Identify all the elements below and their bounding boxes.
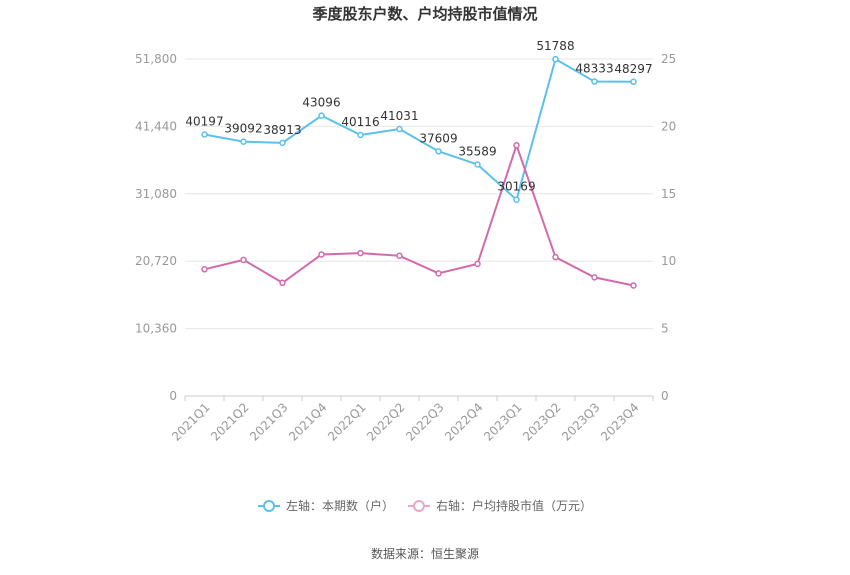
x-tick-label: 2022Q2 bbox=[364, 400, 408, 444]
data-point[interactable] bbox=[240, 256, 247, 264]
data-point[interactable] bbox=[201, 131, 208, 138]
x-tick-label: 2022Q3 bbox=[403, 400, 447, 444]
data-point[interactable] bbox=[552, 253, 559, 261]
chart-title: 季度股东户数、户均持股市值情况 bbox=[312, 5, 537, 23]
data-point[interactable] bbox=[318, 251, 325, 258]
x-tick-label: 2023Q4 bbox=[598, 400, 642, 444]
data-label: 39092 bbox=[224, 122, 262, 136]
series-line-1 bbox=[204, 142, 634, 287]
series-line-0 bbox=[204, 57, 634, 202]
right-tick-label: 10 bbox=[661, 254, 676, 268]
data-point[interactable] bbox=[591, 78, 598, 85]
data-point[interactable] bbox=[396, 252, 403, 260]
data-point[interactable] bbox=[240, 138, 247, 145]
data-label: 40197 bbox=[185, 114, 223, 128]
data-point[interactable] bbox=[435, 148, 442, 155]
data-label: 41031 bbox=[380, 109, 418, 123]
right-tick-label: 5 bbox=[661, 322, 669, 336]
data-point[interactable] bbox=[630, 282, 637, 289]
left-tick-label: 41,440 bbox=[135, 119, 177, 133]
data-label: 51788 bbox=[536, 39, 574, 53]
data-label: 48333 bbox=[575, 62, 613, 76]
data-label: 37609 bbox=[419, 131, 457, 145]
left-tick-label: 0 bbox=[169, 389, 177, 403]
data-point[interactable] bbox=[357, 131, 364, 139]
x-tick-label: 2023Q2 bbox=[520, 400, 564, 444]
data-point[interactable] bbox=[513, 196, 520, 203]
x-tick-label: 2023Q1 bbox=[481, 400, 525, 444]
legend-item-avg-value[interactable]: 右轴：户均持股市值（万元） bbox=[408, 498, 592, 513]
x-tick-label: 2021Q1 bbox=[169, 400, 213, 444]
data-point[interactable] bbox=[474, 260, 481, 268]
x-tick-label: 2022Q4 bbox=[442, 400, 486, 444]
data-point[interactable] bbox=[435, 270, 442, 277]
x-tick-label: 2023Q3 bbox=[559, 400, 603, 444]
data-point[interactable] bbox=[201, 266, 208, 273]
data-label: 40116 bbox=[341, 115, 379, 129]
right-tick-label: 15 bbox=[661, 187, 676, 201]
data-point[interactable] bbox=[630, 78, 637, 86]
x-tick-label: 2021Q2 bbox=[208, 400, 252, 444]
data-point[interactable] bbox=[591, 274, 598, 281]
legend-item-households[interactable]: 左轴：本期数（户） bbox=[258, 498, 394, 513]
right-tick-label: 25 bbox=[661, 52, 676, 66]
legend-label-avg-value: 右轴：户均持股市值（万元） bbox=[436, 498, 592, 513]
data-point[interactable] bbox=[474, 161, 481, 168]
data-label: 35589 bbox=[458, 144, 496, 158]
data-label: 48297 bbox=[614, 62, 652, 76]
data-label: 38913 bbox=[263, 123, 301, 137]
x-tick-label: 2021Q4 bbox=[286, 400, 330, 444]
source-note: 数据来源：恒生聚源 bbox=[371, 546, 479, 561]
right-tick-label: 20 bbox=[661, 119, 676, 133]
data-point[interactable] bbox=[513, 142, 520, 149]
data-label: 30169 bbox=[497, 180, 535, 194]
left-tick-label: 51,800 bbox=[135, 52, 177, 66]
right-tick-label: 0 bbox=[661, 389, 669, 403]
data-point[interactable] bbox=[396, 125, 403, 133]
data-point[interactable] bbox=[357, 249, 364, 257]
data-point[interactable] bbox=[552, 55, 559, 63]
left-tick-label: 20,720 bbox=[135, 254, 177, 268]
legend-label-households: 左轴：本期数（户） bbox=[286, 498, 394, 513]
x-tick-label: 2021Q3 bbox=[247, 400, 291, 444]
data-label: 43096 bbox=[302, 96, 340, 110]
data-point[interactable] bbox=[279, 139, 286, 147]
data-point[interactable] bbox=[318, 112, 325, 119]
right-axis: 0 5 10 15 20 25 bbox=[661, 52, 676, 403]
left-axis: 0 10,360 20,720 31,080 41,440 51,800 bbox=[135, 52, 177, 403]
grid bbox=[185, 58, 653, 330]
x-axis: 2021Q12021Q22021Q32021Q42022Q12022Q22022… bbox=[169, 395, 654, 444]
left-tick-label: 31,080 bbox=[135, 187, 177, 201]
data-point[interactable] bbox=[279, 279, 286, 287]
legend: 左轴：本期数（户） 右轴：户均持股市值（万元） bbox=[258, 498, 592, 513]
left-tick-label: 10,360 bbox=[135, 322, 177, 336]
x-tick-label: 2022Q1 bbox=[325, 400, 369, 444]
